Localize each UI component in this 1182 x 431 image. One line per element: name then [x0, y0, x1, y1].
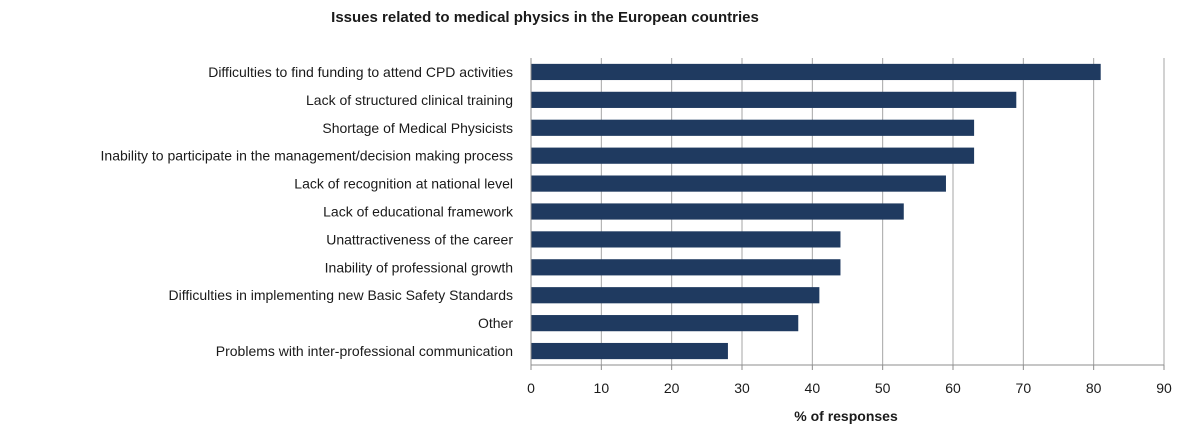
bar	[531, 63, 1101, 81]
category-label: Lack of educational framework	[323, 204, 514, 220]
bar	[531, 287, 820, 304]
category-label: Problems with inter-professional communi…	[216, 343, 513, 359]
category-label: Difficulties in implementing new Basic S…	[169, 287, 513, 303]
bar	[531, 147, 975, 164]
category-label: Unattractiveness of the career	[326, 231, 513, 247]
x-tick-label: 30	[734, 380, 750, 396]
bar	[531, 175, 946, 192]
x-tick-label: 60	[945, 380, 961, 396]
category-label: Difficulties to find funding to attend C…	[208, 64, 513, 80]
category-labels: Difficulties to find funding to attend C…	[101, 64, 514, 359]
bar	[531, 203, 904, 220]
category-label: Lack of recognition at national level	[294, 176, 513, 192]
bar	[531, 259, 841, 276]
bar	[531, 231, 841, 248]
x-axis-title: % of responses	[794, 408, 898, 424]
bar	[531, 342, 728, 360]
x-tick-label: 40	[805, 380, 821, 396]
bar	[531, 315, 799, 332]
category-label: Inability to participate in the manageme…	[101, 148, 513, 164]
category-label: Inability of professional growth	[325, 259, 513, 275]
chart-title: Issues related to medical physics in the…	[331, 9, 759, 26]
x-tick-label: 0	[527, 380, 535, 396]
x-tick-label: 70	[1016, 380, 1032, 396]
x-tick-label: 80	[1086, 380, 1102, 396]
x-tick-labels: 0 10 20 30 40 50 60 70 80 90	[527, 365, 1172, 396]
category-label: Other	[478, 315, 513, 331]
x-tick-label: 90	[1156, 380, 1172, 396]
x-tick-label: 10	[594, 380, 610, 396]
category-label: Shortage of Medical Physicists	[322, 120, 513, 136]
bar	[531, 91, 1017, 108]
x-tick-label: 20	[664, 380, 680, 396]
x-tick-label: 50	[875, 380, 891, 396]
category-label: Lack of structured clinical training	[306, 92, 513, 108]
bar	[531, 119, 975, 136]
bars	[531, 63, 1101, 360]
